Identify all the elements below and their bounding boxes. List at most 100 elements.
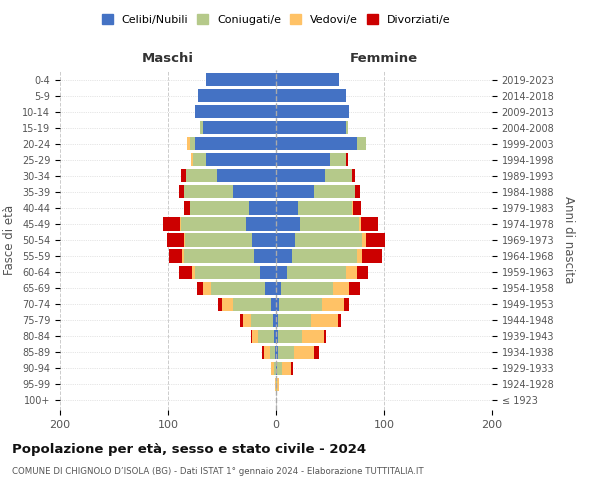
Bar (314, 186, 355, 198)
Bar (184, 250, 254, 262)
Bar (276, 378, 277, 391)
Bar (338, 314, 341, 327)
Text: Popolazione per età, sesso e stato civile - 2024: Popolazione per età, sesso e stato civil… (12, 442, 366, 456)
Bar (246, 218, 276, 230)
Bar (277, 362, 283, 375)
Bar (292, 250, 357, 262)
Bar (302, 330, 323, 343)
Bar (323, 330, 326, 343)
Bar (182, 250, 184, 262)
Bar (276, 250, 292, 262)
Bar (276, 266, 287, 278)
Bar (362, 250, 382, 262)
Bar (190, 202, 249, 214)
Bar (274, 330, 276, 343)
Bar (276, 234, 295, 246)
Bar (252, 330, 257, 343)
Bar (260, 266, 276, 278)
Bar (241, 314, 242, 327)
Bar (276, 105, 349, 118)
Bar (276, 137, 357, 150)
Bar (200, 121, 203, 134)
Bar (314, 346, 319, 359)
Bar (274, 362, 276, 375)
Bar (169, 250, 182, 262)
Bar (197, 282, 203, 294)
Bar (352, 170, 355, 182)
Bar (357, 266, 368, 278)
Bar (357, 137, 365, 150)
Bar (187, 170, 217, 182)
Bar (287, 266, 346, 278)
Bar (276, 121, 346, 134)
Bar (190, 137, 195, 150)
Bar (269, 346, 275, 359)
Bar (278, 314, 311, 327)
Bar (271, 362, 274, 375)
Bar (249, 202, 276, 214)
Bar (298, 202, 352, 214)
Bar (179, 266, 192, 278)
Bar (352, 202, 353, 214)
Bar (276, 346, 278, 359)
Bar (276, 73, 338, 86)
Text: COMUNE DI CHIGNOLO D’ISOLA (BG) - Dati ISTAT 1° gennaio 2024 - Elaborazione TUTT: COMUNE DI CHIGNOLO D’ISOLA (BG) - Dati I… (12, 468, 424, 476)
Bar (262, 346, 264, 359)
Bar (275, 378, 276, 391)
Bar (279, 298, 322, 310)
Y-axis label: Fasce di età: Fasce di età (4, 205, 16, 275)
Bar (265, 282, 276, 294)
Bar (295, 234, 362, 246)
Bar (252, 234, 276, 246)
Bar (218, 298, 222, 310)
Bar (333, 282, 349, 294)
Bar (278, 330, 302, 343)
Bar (353, 202, 361, 214)
Bar (283, 362, 291, 375)
Bar (276, 89, 346, 102)
Bar (278, 346, 295, 359)
Bar (251, 330, 252, 343)
Bar (193, 153, 206, 166)
Bar (251, 314, 273, 327)
Bar (276, 153, 330, 166)
Bar (330, 153, 346, 166)
Bar (359, 218, 361, 230)
Bar (276, 298, 279, 310)
Bar (222, 298, 233, 310)
Text: Maschi: Maschi (142, 52, 194, 65)
Bar (276, 362, 277, 375)
Bar (163, 218, 180, 230)
Bar (184, 202, 190, 214)
Bar (184, 234, 185, 246)
Bar (300, 218, 359, 230)
Bar (254, 250, 276, 262)
Bar (281, 282, 333, 294)
Bar (346, 153, 349, 166)
Bar (233, 186, 276, 198)
Bar (217, 170, 276, 182)
Bar (291, 362, 293, 375)
Bar (206, 153, 276, 166)
Bar (276, 218, 300, 230)
Bar (179, 186, 184, 198)
Bar (346, 266, 357, 278)
Bar (257, 330, 274, 343)
Bar (185, 234, 252, 246)
Bar (344, 298, 349, 310)
Text: Femmine: Femmine (350, 52, 418, 65)
Bar (357, 250, 362, 262)
Bar (361, 218, 377, 230)
Bar (322, 298, 344, 310)
Bar (311, 314, 338, 327)
Bar (191, 153, 193, 166)
Bar (271, 298, 276, 310)
Bar (273, 314, 276, 327)
Bar (349, 282, 360, 294)
Bar (184, 186, 233, 198)
Bar (181, 170, 187, 182)
Bar (242, 314, 251, 327)
Bar (206, 73, 276, 86)
Bar (195, 137, 276, 150)
Bar (346, 121, 349, 134)
